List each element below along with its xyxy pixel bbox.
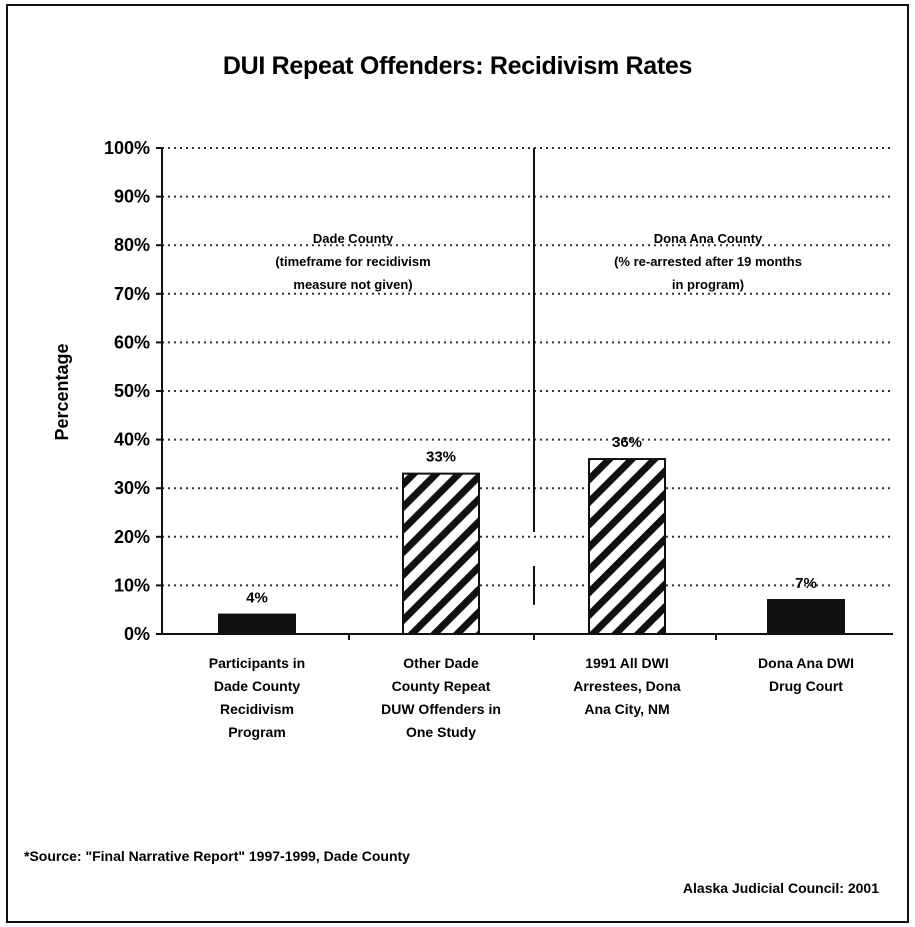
category-label: Recidivism	[220, 701, 294, 717]
y-tick-label: 60%	[114, 332, 150, 352]
y-tick-label: 90%	[114, 187, 150, 207]
category-label: Dade County	[214, 678, 301, 694]
region-annotation: in program)	[672, 277, 744, 292]
bar	[402, 472, 480, 635]
y-tick-label: 80%	[114, 235, 150, 255]
credit-note: Alaska Judicial Council: 2001	[682, 880, 879, 896]
category-label: Dona Ana DWI	[758, 655, 854, 671]
category-label: Ana City, NM	[584, 701, 669, 717]
bar	[767, 598, 845, 635]
region-annotation: Dade County	[313, 231, 394, 246]
y-tick-label: 70%	[114, 284, 150, 304]
y-axis-label: Percentage	[52, 343, 72, 440]
region-annotation: (% re-arrested after 19 months	[614, 254, 802, 269]
category-label: Program	[228, 724, 286, 740]
y-tick-label: 0%	[124, 624, 150, 644]
chart-frame	[6, 4, 909, 923]
region-annotation: measure not given)	[293, 277, 412, 292]
category-label: Drug Court	[769, 678, 843, 694]
y-tick-label: 50%	[114, 381, 150, 401]
data-label: 36%	[612, 434, 642, 451]
bar	[218, 613, 296, 635]
category-label: Participants in	[209, 655, 305, 671]
chart-title: DUI Repeat Offenders: Recidivism Rates	[222, 52, 693, 80]
category-label: Arrestees, Dona	[573, 678, 681, 694]
category-label: Other Dade	[403, 655, 479, 671]
y-tick-label: 20%	[114, 527, 150, 547]
region-annotation: Dona Ana County	[654, 231, 763, 246]
data-label: 7%	[795, 575, 817, 592]
category-label: 1991 All DWI	[585, 655, 669, 671]
category-label: DUW Offenders in	[381, 701, 501, 717]
bar	[588, 458, 666, 636]
source-note: *Source: "Final Narrative Report" 1997-1…	[24, 848, 410, 864]
data-label: 4%	[246, 590, 268, 607]
y-tick-label: 100%	[104, 138, 150, 158]
region-annotation: (timeframe for recidivism	[275, 254, 430, 269]
category-label: One Study	[406, 724, 476, 740]
y-tick-label: 10%	[114, 575, 150, 595]
y-tick-label: 40%	[114, 430, 150, 450]
data-label: 33%	[426, 449, 456, 466]
y-tick-label: 30%	[114, 478, 150, 498]
category-label: County Repeat	[392, 678, 491, 694]
